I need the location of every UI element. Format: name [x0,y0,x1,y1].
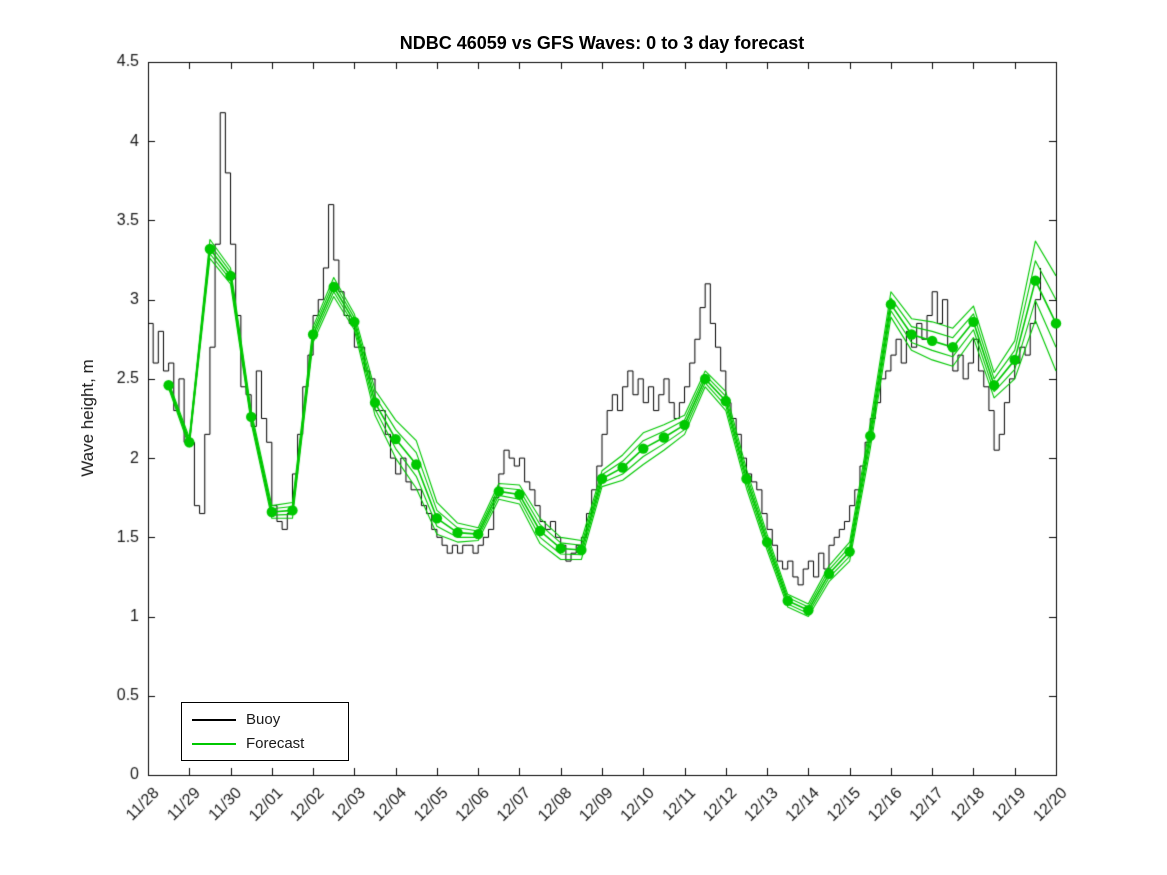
legend-item-forecast: Forecast [192,735,334,752]
forecast-line-swatch [192,742,236,745]
buoy-line-swatch [192,718,236,721]
legend-item-buoy: Buoy [192,711,334,728]
legend: Buoy Forecast [181,702,349,761]
legend-label-buoy: Buoy [246,711,281,728]
chart-title: NDBC 46059 vs GFS Waves: 0 to 3 day fore… [399,33,805,53]
y-axis-label: Wave height, m [78,359,97,477]
legend-label-forecast: Forecast [246,735,305,752]
